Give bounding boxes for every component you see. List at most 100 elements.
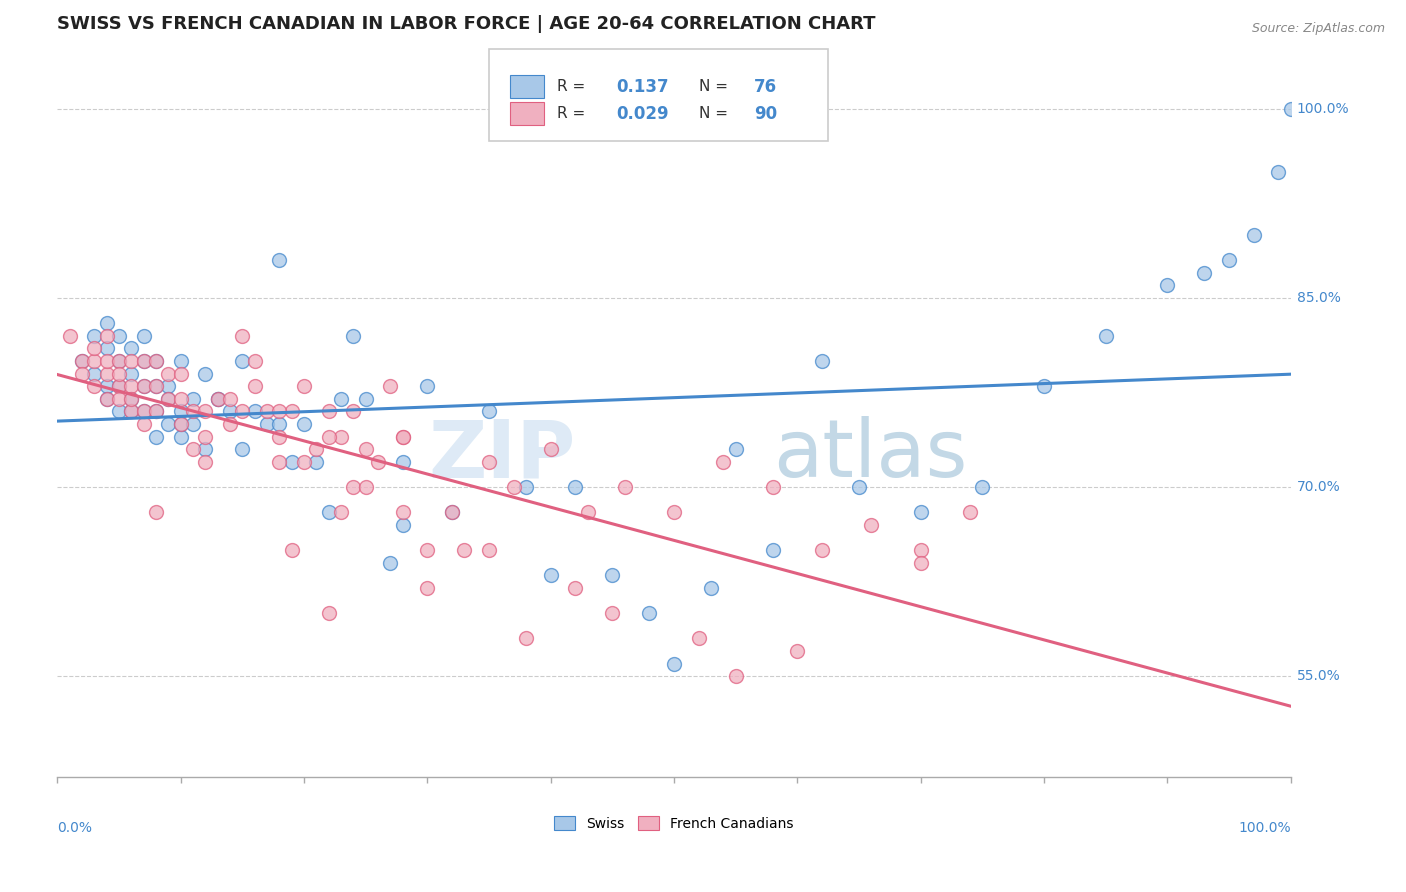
Point <box>910 556 932 570</box>
Point <box>108 392 131 406</box>
Point <box>120 354 142 368</box>
Point <box>600 606 623 620</box>
Bar <box>510 102 544 126</box>
Point <box>218 417 240 431</box>
Point <box>305 455 328 469</box>
Point <box>354 392 377 406</box>
Point <box>354 480 377 494</box>
Point <box>83 367 105 381</box>
Point <box>96 392 118 406</box>
Point <box>256 404 278 418</box>
Point <box>380 556 402 570</box>
Point <box>120 404 142 418</box>
Point <box>120 342 142 356</box>
Point <box>416 581 439 595</box>
Point <box>120 367 142 381</box>
Point <box>724 669 747 683</box>
Point <box>910 505 932 519</box>
Point <box>145 505 167 519</box>
Point <box>1279 102 1302 116</box>
Point <box>96 328 118 343</box>
Point <box>515 632 537 646</box>
Point <box>120 392 142 406</box>
Point <box>169 417 191 431</box>
Point <box>145 379 167 393</box>
Text: 70.0%: 70.0% <box>1296 480 1341 494</box>
Point <box>120 404 142 418</box>
Point <box>391 505 413 519</box>
Point <box>1218 253 1240 268</box>
Point <box>478 543 501 558</box>
Point <box>269 253 291 268</box>
Point <box>711 455 734 469</box>
Point <box>145 404 167 418</box>
Point <box>132 354 155 368</box>
Point <box>132 404 155 418</box>
Point <box>380 379 402 393</box>
Point <box>329 430 352 444</box>
Point <box>478 455 501 469</box>
Point <box>96 342 118 356</box>
Point <box>218 392 240 406</box>
Text: N =: N = <box>699 106 733 121</box>
Point <box>132 379 155 393</box>
Point <box>96 392 118 406</box>
Point <box>638 606 661 620</box>
Point <box>108 354 131 368</box>
Point <box>329 505 352 519</box>
Point <box>207 392 229 406</box>
Point <box>280 404 302 418</box>
FancyBboxPatch shape <box>489 49 828 141</box>
Point <box>391 517 413 532</box>
Point <box>391 455 413 469</box>
Point <box>848 480 870 494</box>
Point <box>600 568 623 582</box>
Point <box>169 417 191 431</box>
Point <box>972 480 994 494</box>
Point <box>132 404 155 418</box>
Point <box>157 392 180 406</box>
Text: 0.0%: 0.0% <box>58 821 93 835</box>
Text: R =: R = <box>557 79 591 95</box>
Point <box>1194 266 1216 280</box>
Point <box>564 480 586 494</box>
Point <box>108 404 131 418</box>
Point <box>354 442 377 457</box>
Point <box>662 657 685 671</box>
Point <box>811 543 834 558</box>
Text: 100.0%: 100.0% <box>1296 102 1350 116</box>
Point <box>292 455 315 469</box>
Point <box>318 606 340 620</box>
Point <box>96 379 118 393</box>
Point <box>120 392 142 406</box>
Point <box>58 328 80 343</box>
Point <box>194 455 217 469</box>
Point <box>1094 328 1116 343</box>
Point <box>83 379 105 393</box>
Text: ZIP: ZIP <box>427 417 575 494</box>
Point <box>256 417 278 431</box>
Text: 100.0%: 100.0% <box>1239 821 1291 835</box>
Point <box>440 505 463 519</box>
Point <box>145 354 167 368</box>
Point <box>280 543 302 558</box>
Point <box>108 367 131 381</box>
Point <box>762 480 785 494</box>
Point <box>342 404 364 418</box>
Point <box>157 367 180 381</box>
Point <box>145 354 167 368</box>
Point <box>515 480 537 494</box>
Point <box>576 505 599 519</box>
Point <box>70 354 93 368</box>
Point <box>145 430 167 444</box>
Point <box>280 455 302 469</box>
Point <box>83 328 105 343</box>
Point <box>96 367 118 381</box>
Point <box>318 505 340 519</box>
Text: 90: 90 <box>754 104 778 122</box>
Point <box>218 404 240 418</box>
Point <box>688 632 710 646</box>
Point <box>132 379 155 393</box>
Point <box>181 417 204 431</box>
Point <box>910 543 932 558</box>
